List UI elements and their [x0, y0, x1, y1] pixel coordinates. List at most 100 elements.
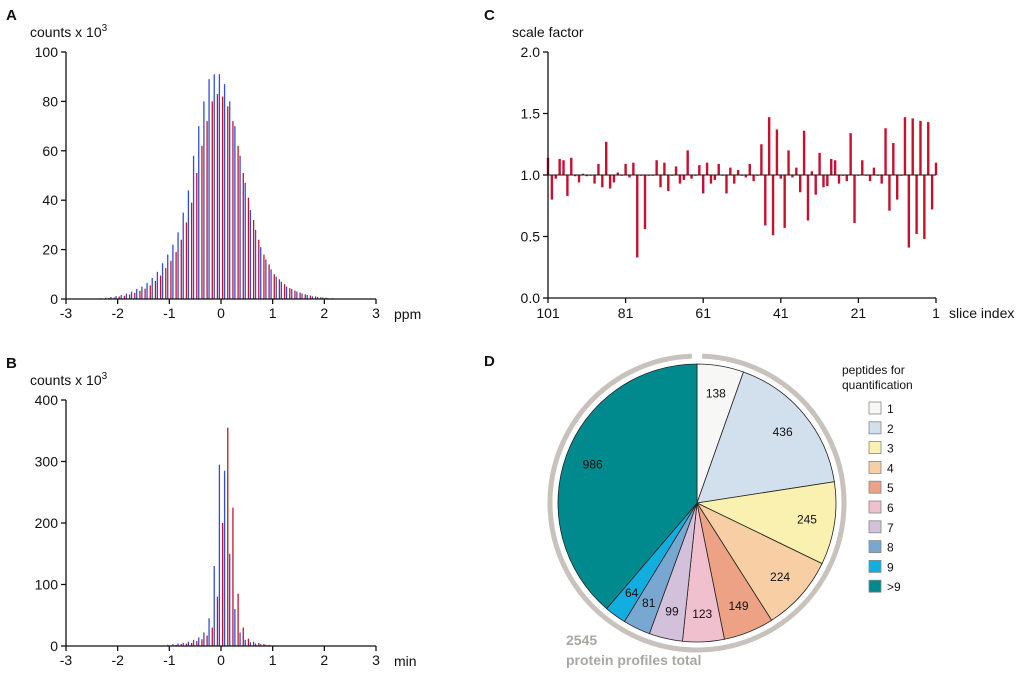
pie-total-ring: [547, 353, 847, 653]
c-bar: [593, 175, 596, 184]
c-y-tick-label: 1.5: [521, 106, 541, 122]
a-x-tick-label: -3: [60, 305, 73, 321]
c-bar: [585, 175, 589, 177]
c-bar: [845, 175, 848, 182]
legend-label: 2: [887, 422, 894, 436]
legend-label: 3: [887, 442, 894, 456]
pie-value-label: 436: [773, 425, 793, 439]
c-x-tick-label: 41: [773, 305, 789, 321]
c-bar: [919, 120, 922, 175]
legend-label: 6: [887, 501, 894, 515]
c-bar: [636, 175, 639, 258]
c-bar: [659, 175, 662, 188]
c-bar: [698, 165, 701, 175]
c-bar: [934, 162, 938, 175]
c-bar: [581, 173, 585, 175]
legend-label: 7: [887, 521, 894, 535]
panel-a-y-title: counts x 103: [30, 23, 108, 40]
legend-swatch-2: [868, 421, 882, 435]
legend-title-line-2: quantification: [842, 378, 913, 392]
c-bar: [562, 160, 565, 175]
legend-swatch-3: [868, 441, 882, 455]
c-bar: [907, 175, 911, 248]
pie-slice-3: [695, 481, 837, 565]
c-bar: [577, 175, 581, 183]
pie-slice-2: [696, 371, 835, 504]
legend-label: 8: [887, 541, 894, 555]
c-x-tick-label: 1: [932, 305, 940, 321]
pie-value-label: 986: [583, 457, 603, 471]
legend-title-line-1: peptides for: [842, 363, 905, 377]
b-y-tick-label: 0: [50, 638, 58, 654]
c-bar: [709, 175, 713, 184]
c-bar: [608, 175, 612, 189]
pie-value-label: 81: [642, 596, 656, 610]
c-bar: [837, 175, 841, 184]
b-x-tick-label: 2: [320, 652, 328, 668]
a-y-tick-label: 40: [42, 192, 58, 208]
c-bar: [810, 171, 814, 175]
c-bar: [748, 163, 751, 175]
c-bar: [767, 117, 771, 175]
pie-value-label: 64: [625, 586, 639, 600]
c-bar: [895, 175, 899, 200]
c-bar: [667, 175, 670, 191]
panel-b-y-title: counts x 103: [30, 371, 108, 388]
total-count: 2545: [566, 632, 597, 648]
c-bar: [779, 175, 783, 179]
c-bar: [566, 175, 569, 196]
legend-label: 9: [887, 560, 894, 574]
b-x-unit: min: [394, 653, 417, 669]
c-bar: [601, 175, 604, 188]
c-bar: [783, 175, 786, 228]
c-bar: [701, 175, 705, 194]
b-y-tick-label: 300: [35, 454, 59, 470]
panel-c-y-title: scale factor: [512, 24, 584, 40]
b-y-tick-label: 400: [35, 392, 59, 408]
panel-label-c: C: [484, 7, 495, 24]
c-bar: [597, 163, 600, 175]
panel-a: A counts x 103 0 20 40 60 80 100 -3 -2 -1 0 1 2 3 ppm: [6, 7, 421, 322]
c-bar: [682, 175, 686, 180]
a-x-tick-label: -2: [111, 305, 124, 321]
c-y-tick-label: 2.0: [521, 44, 541, 60]
c-bar: [628, 175, 631, 178]
pie-value-label: 138: [706, 386, 726, 400]
c-y-tick-label: 1.0: [521, 167, 541, 183]
c-bar: [927, 122, 930, 175]
legend-swatch-9: [868, 560, 882, 573]
a-x-tick-label: -1: [163, 305, 176, 321]
c-bar: [554, 175, 557, 179]
pie-value-label: 123: [692, 607, 712, 621]
pie-value-label: 245: [797, 512, 817, 526]
c-bar: [632, 162, 635, 175]
pie-slices: [557, 363, 837, 643]
c-bar: [826, 175, 829, 187]
panel-b-axes: 0 100 200 300 400 -3 -2 -1 0 1 2 3 min: [35, 392, 417, 669]
c-bar: [570, 157, 573, 175]
legend-label: 1: [887, 402, 894, 416]
b-x-tick-label: -3: [60, 652, 73, 668]
b-y-tick-label: 100: [35, 577, 59, 593]
c-bar: [795, 167, 798, 175]
c-bar: [861, 160, 864, 175]
c-bar: [822, 175, 825, 188]
legend-swatch-4: [868, 460, 882, 474]
panel-c-bars: [546, 117, 938, 258]
pie-value-label: 224: [770, 570, 790, 584]
c-x-tick-label: 101: [536, 305, 560, 321]
c-y-tick-label: 0.0: [521, 290, 541, 306]
c-bar: [884, 128, 887, 175]
c-bar: [643, 175, 647, 230]
c-bar: [791, 175, 794, 178]
a-y-tick-label: 20: [42, 242, 58, 258]
panel-a-bars: [99, 74, 348, 299]
legend-swatch-8: [868, 540, 882, 553]
c-x-tick-label: 81: [618, 305, 634, 321]
c-bar: [729, 167, 732, 175]
c-bar: [713, 175, 717, 180]
c-bar: [725, 175, 728, 194]
c-bar: [892, 143, 895, 175]
